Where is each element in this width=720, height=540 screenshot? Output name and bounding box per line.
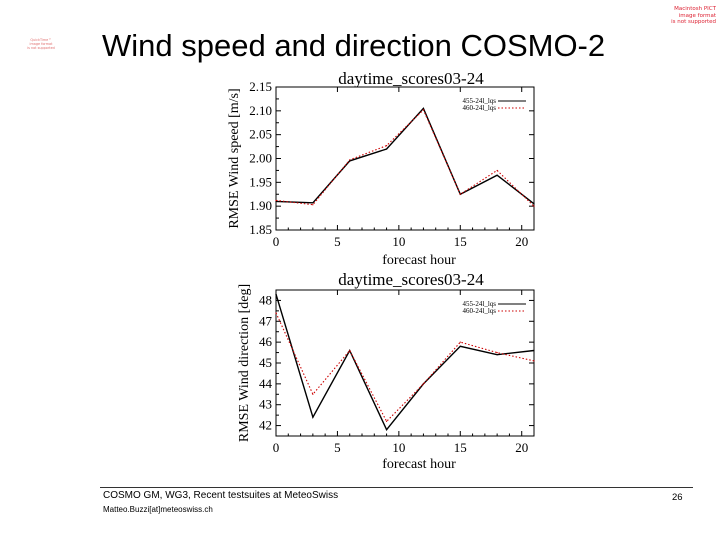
chart-0-legend-label: 460-24l_lqs bbox=[463, 104, 497, 112]
chart-1-ylabel: RMSE Wind direction [deg] bbox=[237, 284, 252, 442]
chart-0-ytick-label: 1.90 bbox=[249, 198, 272, 213]
chart-0-ytick-label: 2.10 bbox=[249, 103, 272, 118]
chart-0-series-0-point bbox=[533, 203, 535, 205]
chart-0-series-0-point bbox=[349, 160, 351, 162]
chart-0-series-1-point bbox=[533, 205, 535, 207]
footer-email: Matteo.Buzzi[at]meteoswiss.ch bbox=[103, 505, 213, 514]
chart-0-series-1-point bbox=[312, 204, 314, 206]
chart-1-xtick-label: 15 bbox=[454, 440, 467, 455]
chart-1-ytick-label: 46 bbox=[259, 334, 273, 349]
chart-1-series-1-point bbox=[459, 341, 461, 343]
chart-0-series-0-point bbox=[385, 148, 388, 150]
chart-0-xlabel: forecast hour bbox=[382, 253, 456, 268]
chart-0-series-1-point bbox=[275, 199, 277, 202]
chart-0-ylabel: RMSE Wind speed [m/s] bbox=[227, 88, 242, 228]
chart-0-ytick-label: 2.15 bbox=[249, 79, 272, 94]
chart-1-series-0-point bbox=[385, 429, 388, 431]
chart-0-series-1-point bbox=[496, 169, 498, 172]
chart-0-series-0-line bbox=[275, 107, 535, 205]
chart-1-ytick-label: 45 bbox=[259, 355, 272, 370]
chart-1-series-0-point bbox=[533, 349, 535, 352]
chart-1-ytick-label: 47 bbox=[259, 313, 273, 328]
chart-1-series-0-point bbox=[459, 345, 461, 347]
chart-0-series-1-point bbox=[459, 193, 461, 195]
chart-0-legend-label: 455-24l_lqs bbox=[463, 97, 497, 105]
chart-1-xlabel: forecast hour bbox=[382, 457, 456, 472]
chart-1-legend-label: 455-24l_lqs bbox=[463, 300, 497, 308]
chart-0-series-0-point bbox=[275, 200, 277, 202]
unsupported-image-placeholder-right: Macintosh PICT image format is not suppo… bbox=[671, 6, 716, 26]
chart-1-title: daytime_scores03-24 bbox=[338, 270, 484, 289]
chart-0-title: daytime_scores03-24 bbox=[338, 69, 484, 88]
chart-1-series-1-point bbox=[496, 351, 498, 354]
chart-0-ytick-label: 1.85 bbox=[249, 222, 272, 237]
chart-1-xtick-label: 10 bbox=[392, 440, 405, 455]
slide-title: Wind speed and direction COSMO-2 bbox=[102, 28, 606, 63]
chart-1-series-0-point bbox=[275, 293, 277, 295]
chart-1-ytick-label: 43 bbox=[259, 397, 272, 412]
chart-0-xtick-label: 5 bbox=[334, 234, 341, 249]
chart-1-xtick-label: 0 bbox=[273, 440, 280, 455]
chart-1-xtick-label: 5 bbox=[334, 440, 341, 455]
chart-1-legend-label: 460-24l_lqs bbox=[463, 307, 497, 315]
chart-1-series-1-line bbox=[275, 312, 535, 423]
chart-1-series-1-point bbox=[312, 393, 314, 395]
chart-0-series-0-point bbox=[496, 174, 498, 176]
chart-0-series-1-line bbox=[275, 108, 535, 207]
chart-0-ytick-label: 2.00 bbox=[249, 151, 272, 166]
chart-0-xtick-label: 10 bbox=[392, 234, 405, 249]
chart-1-series-1-point bbox=[422, 383, 425, 385]
chart-0-series-0-point bbox=[312, 202, 314, 204]
chart-1-series-1-point bbox=[533, 360, 535, 362]
chart-0-ytick-label: 2.05 bbox=[249, 127, 272, 142]
page-number: 26 bbox=[672, 492, 683, 503]
chart-1-ytick-label: 48 bbox=[259, 292, 272, 307]
footer-text: COSMO GM, WG3, Recent testsuites at Mete… bbox=[103, 490, 338, 514]
chart-1-ytick-label: 44 bbox=[259, 376, 273, 391]
chart-1-series-1-point bbox=[385, 420, 388, 422]
chart-0-xtick-label: 20 bbox=[515, 234, 528, 249]
unsupported-image-placeholder-left: QuickTime™ image format is not supported bbox=[27, 38, 55, 50]
chart-0-series-0-point bbox=[422, 107, 425, 110]
chart-0-ytick-label: 1.95 bbox=[249, 174, 272, 189]
chart-1-series-1-point bbox=[349, 349, 351, 352]
chart-0-series-1-point bbox=[422, 109, 425, 111]
chart-1-series-0-point bbox=[312, 416, 314, 418]
footer-divider bbox=[100, 487, 693, 488]
chart-0-series-1-point bbox=[349, 159, 351, 161]
chart-1-series-1-point bbox=[275, 312, 277, 314]
chart-1-series-0-point bbox=[496, 354, 498, 356]
chart-1-xtick-label: 20 bbox=[515, 440, 528, 455]
chart-1-series-0-line bbox=[275, 293, 535, 432]
chart-0-series-1-point bbox=[385, 145, 388, 147]
chart-1-ytick-label: 42 bbox=[259, 418, 272, 433]
chart-0-xtick-label: 0 bbox=[273, 234, 280, 249]
footer-line-1: COSMO GM, WG3, Recent testsuites at Mete… bbox=[103, 490, 339, 501]
chart-0-xtick-label: 15 bbox=[454, 234, 467, 249]
